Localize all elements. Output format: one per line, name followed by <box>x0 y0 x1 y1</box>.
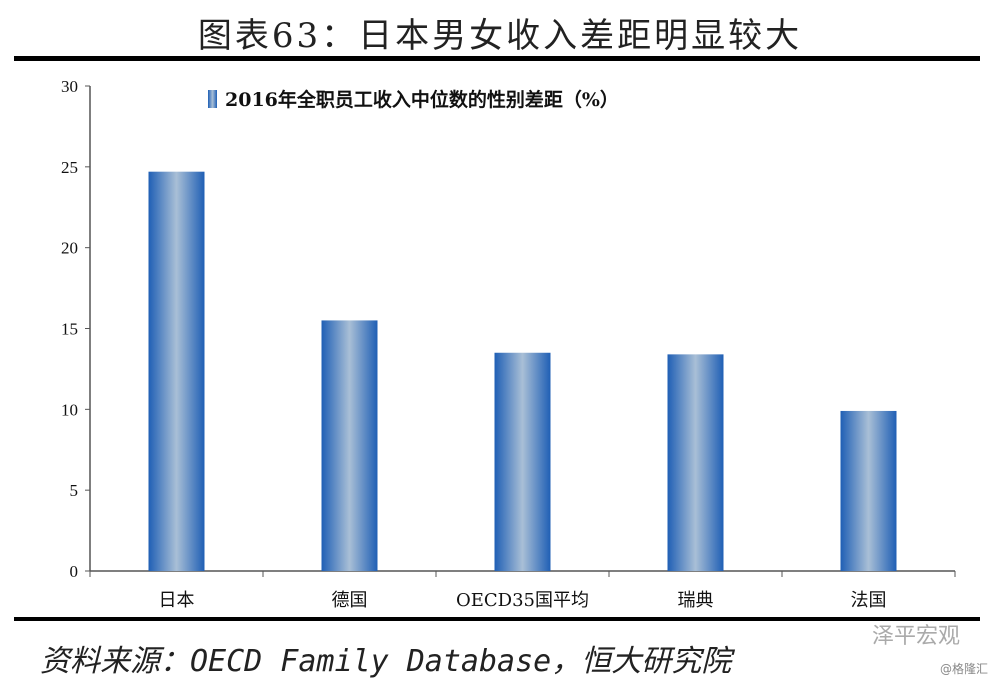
bar-3 <box>667 354 724 571</box>
y-tick-label: 5 <box>70 481 79 500</box>
bottom-rule <box>14 617 980 621</box>
bar-0 <box>148 171 205 571</box>
x-tick-label: 法国 <box>851 590 887 611</box>
watermark-handle: @格隆汇 <box>940 662 989 676</box>
y-tick-label: 20 <box>61 239 78 258</box>
legend: 2016年全职员工收入中位数的性别差距（%） <box>208 88 619 111</box>
legend-label: 2016年全职员工收入中位数的性别差距（%） <box>225 88 619 111</box>
y-tick-label: 15 <box>61 320 78 339</box>
y-tick-label: 25 <box>61 158 78 177</box>
y-tick-label: 0 <box>70 562 79 581</box>
y-tick-label: 30 <box>61 77 78 96</box>
figure-title: 图表63：日本男女收入差距明显较大 <box>197 16 803 56</box>
x-tick-label: 德国 <box>332 590 368 611</box>
top-rule <box>14 56 980 61</box>
bar-2 <box>494 352 551 571</box>
legend-swatch <box>208 90 217 108</box>
watermark-brand: 泽平宏观 <box>872 624 961 649</box>
bar-chart: 0 5 10 15 20 25 30 日本 德国 OECD35国平均 瑞典 法国 2016年全职员工收… <box>61 77 956 611</box>
bar-4 <box>840 410 897 571</box>
bar-1 <box>321 320 378 571</box>
y-tick-label: 10 <box>61 400 78 419</box>
x-tick-label: OECD35国平均 <box>456 590 589 611</box>
source-note: 资料来源：OECD Family Database，恒大研究院 <box>40 644 732 679</box>
x-tick-label: 瑞典 <box>678 590 714 611</box>
x-tick-label: 日本 <box>159 590 195 611</box>
